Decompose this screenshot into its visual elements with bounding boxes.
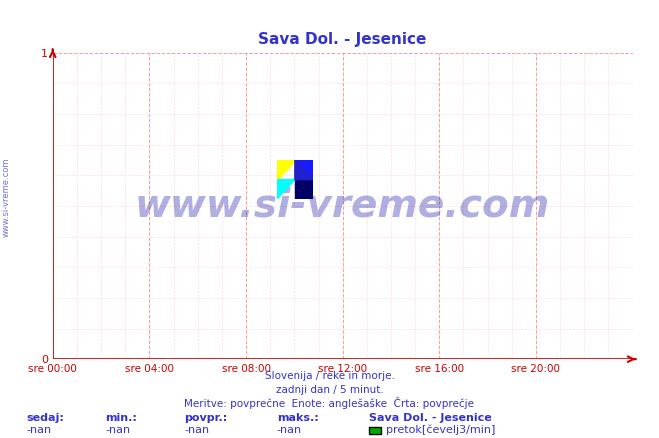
Text: -nan: -nan bbox=[105, 425, 130, 435]
Text: Sava Dol. - Jesenice: Sava Dol. - Jesenice bbox=[369, 413, 492, 424]
Text: Slovenija / reke in morje.: Slovenija / reke in morje. bbox=[264, 371, 395, 381]
Polygon shape bbox=[295, 180, 313, 199]
Text: Meritve: povprečne  Enote: anglešaške  Črta: povprečje: Meritve: povprečne Enote: anglešaške Črt… bbox=[185, 397, 474, 409]
Text: zadnji dan / 5 minut.: zadnji dan / 5 minut. bbox=[275, 385, 384, 395]
Text: -nan: -nan bbox=[185, 425, 210, 435]
Polygon shape bbox=[277, 180, 295, 199]
Polygon shape bbox=[277, 160, 295, 180]
Text: -nan: -nan bbox=[277, 425, 302, 435]
Polygon shape bbox=[295, 160, 313, 180]
Text: -nan: -nan bbox=[26, 425, 51, 435]
Text: www.si-vreme.com: www.si-vreme.com bbox=[2, 157, 11, 237]
Title: Sava Dol. - Jesenice: Sava Dol. - Jesenice bbox=[258, 32, 427, 47]
Polygon shape bbox=[295, 160, 313, 180]
Text: min.:: min.: bbox=[105, 413, 137, 424]
Text: povpr.:: povpr.: bbox=[185, 413, 228, 424]
Text: maks.:: maks.: bbox=[277, 413, 318, 424]
Text: www.si-vreme.com: www.si-vreme.com bbox=[135, 187, 550, 225]
Text: sedaj:: sedaj: bbox=[26, 413, 64, 424]
Text: pretok[čevelj3/min]: pretok[čevelj3/min] bbox=[386, 424, 495, 435]
